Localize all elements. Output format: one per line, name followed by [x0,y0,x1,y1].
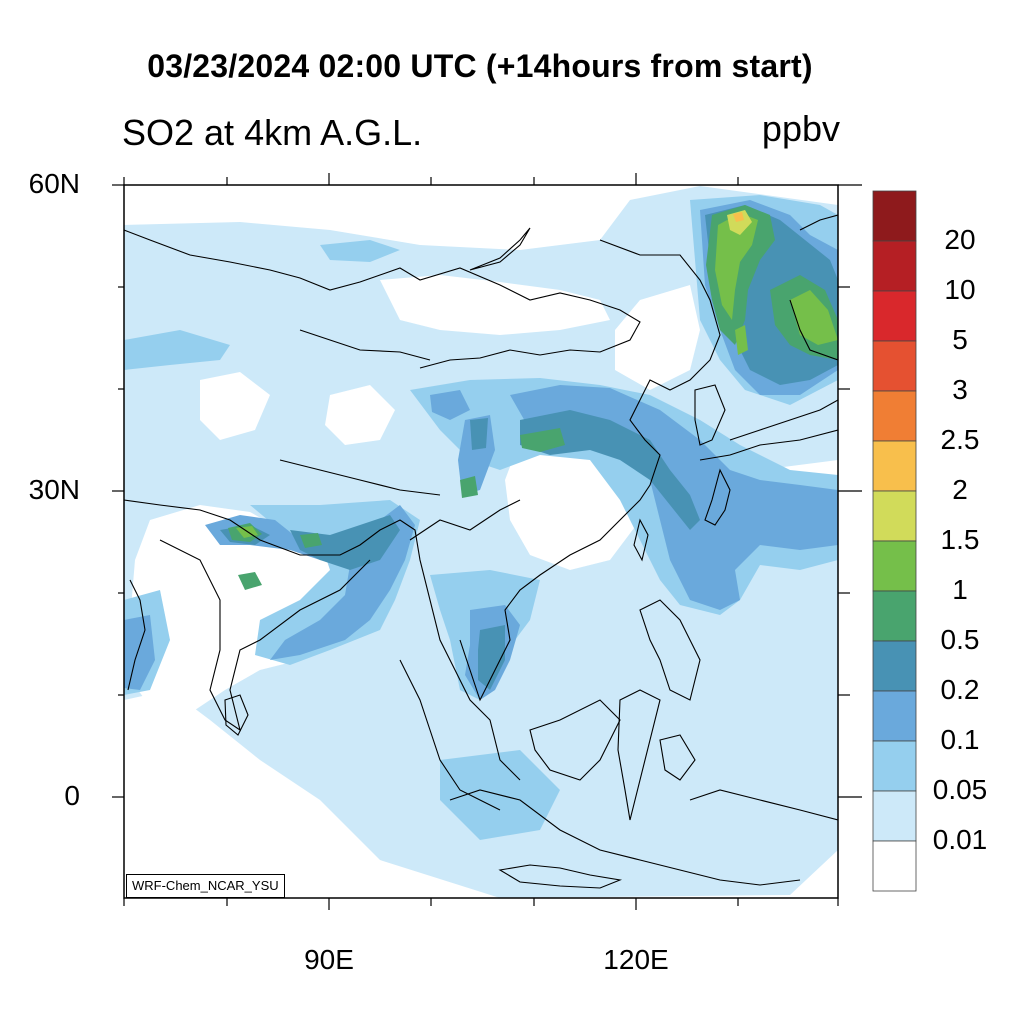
colorbar-label: 20 [944,224,976,255]
colorbar-swatch [872,690,917,742]
colorbar-label: 0.2 [940,674,980,705]
model-credit: WRF-Chem_NCAR_YSU [126,874,285,898]
plot-area [124,185,838,898]
colorbar-label: 2 [952,474,968,505]
colorbar-swatch [872,840,917,892]
colorbar [872,190,917,892]
map-title: 03/23/2024 02:00 UTC (+14hours from star… [147,48,813,84]
so2-field-1 [236,213,838,538]
lat-label-0: 0 [64,780,80,811]
units-label: ppbv [761,108,840,149]
coastlines [124,214,838,889]
colorbar-swatch [872,290,917,342]
colorbar-swatch [872,440,917,492]
colorbar-label: 0.01 [932,824,988,855]
colorbar-swatch [872,590,917,642]
variable-label: SO2 at 4km A.G.L. [122,112,423,153]
colorbar-swatch [872,490,917,542]
lat-label-60n: 60N [28,168,80,199]
lon-label-90e: 90E [304,944,354,975]
colorbar-label: 1 [952,574,968,605]
colorbar-swatch [872,340,917,392]
so2-field-2 [733,212,744,222]
colorbar-swatch [872,540,917,592]
colorbar-label: 0.1 [940,724,980,755]
colorbar-label: 0.5 [940,624,980,655]
colorbar-swatch [872,390,917,442]
lon-label-120e: 120E [603,944,669,975]
plot-frame [123,184,839,899]
colorbar-label: 0.05 [932,774,988,805]
colorbar-label: 1.5 [940,524,980,555]
lat-label-30n: 30N [28,474,80,505]
colorbar-swatch [872,240,917,292]
colorbar-swatch [872,740,917,792]
colorbar-label: 3 [952,374,968,405]
colorbar-swatch [872,640,917,692]
colorbar-swatch [872,790,917,842]
colorbar-label: 10 [944,274,976,305]
colorbar-label: 2.5 [940,424,980,455]
colorbar-swatch [872,190,917,242]
clean-air-regions [124,275,838,898]
so2-field-1.5 [727,210,752,235]
colorbar-label: 5 [952,324,968,355]
axis-ticks [112,173,862,910]
